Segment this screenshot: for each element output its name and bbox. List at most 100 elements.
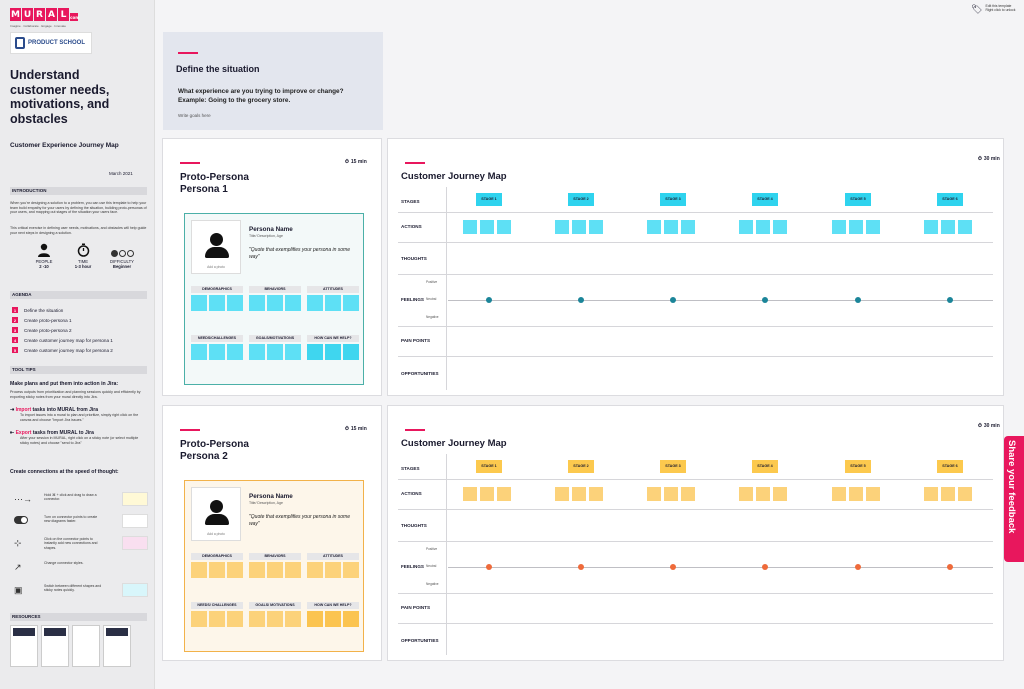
agenda-item[interactable]: 3 Create proto-persona 2 [12,327,72,333]
sticky-note[interactable] [325,295,341,311]
sticky-note[interactable] [227,562,243,578]
share-feedback-tab[interactable]: Share your feedback [1004,436,1024,562]
stage-header[interactable]: STAGE 2 [568,460,594,473]
action-sticky-note[interactable] [958,220,972,234]
sticky-note[interactable] [227,611,243,627]
resource-thumbnail[interactable] [10,625,38,667]
sticky-note[interactable] [285,611,301,627]
action-sticky-note[interactable] [866,220,880,234]
feeling-marker[interactable] [762,297,768,303]
mural-logo[interactable]: M U R A L .com [10,8,79,22]
agenda-item[interactable]: 4 Create customer journey map for persona… [12,337,113,343]
sticky-note[interactable] [249,295,265,311]
action-sticky-note[interactable] [555,487,569,501]
action-sticky-note[interactable] [572,220,586,234]
action-sticky-note[interactable] [681,487,695,501]
action-sticky-note[interactable] [941,220,955,234]
sticky-note[interactable] [325,562,341,578]
persona-card[interactable]: Add a photo Persona Name Title/ Descriptio… [184,213,364,385]
persona-name[interactable]: Persona Name [249,493,293,500]
sticky-note[interactable] [267,295,283,311]
action-sticky-note[interactable] [589,487,603,501]
action-sticky-note[interactable] [739,220,753,234]
sticky-note[interactable] [249,344,265,360]
sticky-note[interactable] [191,562,207,578]
action-sticky-note[interactable] [572,487,586,501]
action-sticky-note[interactable] [756,220,770,234]
action-sticky-note[interactable] [497,220,511,234]
action-sticky-note[interactable] [941,487,955,501]
stage-header[interactable]: STAGE 1 [476,460,502,473]
action-sticky-note[interactable] [924,487,938,501]
proto-persona-panel[interactable]: ⏱ 15 min Proto-Persona Persona 2 Add a photo… [162,405,382,661]
sticky-note[interactable] [285,562,301,578]
action-sticky-note[interactable] [958,487,972,501]
feeling-marker[interactable] [578,564,584,570]
sticky-note[interactable] [191,295,207,311]
resource-thumbnail[interactable] [41,625,69,667]
stage-header[interactable]: STAGE 3 [660,193,686,206]
sticky-note[interactable] [267,611,283,627]
sticky-note[interactable] [307,611,323,627]
agenda-item[interactable]: 5 Create customer journey map for persona… [12,347,113,353]
resource-thumbnail[interactable] [72,625,100,667]
action-sticky-note[interactable] [739,487,753,501]
persona-name[interactable]: Persona Name [249,226,293,233]
sticky-note[interactable] [209,344,225,360]
stage-header[interactable]: STAGE 5 [845,193,871,206]
action-sticky-note[interactable] [849,220,863,234]
action-sticky-note[interactable] [463,487,477,501]
sticky-note[interactable] [209,611,225,627]
feeling-marker[interactable] [578,297,584,303]
stage-header[interactable]: STAGE 6 [937,460,963,473]
proto-persona-panel[interactable]: ⏱ 15 min Proto-Persona Persona 1 Add a photo… [162,138,382,396]
stage-header[interactable]: STAGE 4 [752,193,778,206]
stage-header[interactable]: STAGE 1 [476,193,502,206]
sticky-note[interactable] [209,295,225,311]
feeling-marker[interactable] [486,564,492,570]
sticky-note[interactable] [325,344,341,360]
action-sticky-note[interactable] [924,220,938,234]
agenda-item[interactable]: 2 Create proto-persona 1 [12,317,72,323]
feeling-marker[interactable] [947,297,953,303]
action-sticky-note[interactable] [647,487,661,501]
stage-header[interactable]: STAGE 2 [568,193,594,206]
sticky-note[interactable] [343,344,359,360]
sticky-note[interactable] [267,344,283,360]
persona-photo-placeholder[interactable]: Add a photo [191,487,241,541]
action-sticky-note[interactable] [647,220,661,234]
feeling-marker[interactable] [670,564,676,570]
sticky-note[interactable] [343,611,359,627]
sticky-note[interactable] [307,562,323,578]
edit-template-hint[interactable]: 🏷 Edit this template Right click to unlo… [971,4,1015,15]
customer-journey-map-panel[interactable]: ⏱ 30 min Customer Journey Map STAGES ACTIONS… [387,405,1004,661]
action-sticky-note[interactable] [497,487,511,501]
action-sticky-note[interactable] [664,220,678,234]
persona-quote[interactable]: "Quote that exemplifies your persona in … [249,247,350,260]
stage-header[interactable]: STAGE 3 [660,460,686,473]
feeling-marker[interactable] [486,297,492,303]
feeling-marker[interactable] [947,564,953,570]
feeling-marker[interactable] [670,297,676,303]
sticky-note[interactable] [285,295,301,311]
resource-thumbnail[interactable] [103,625,131,667]
sticky-note[interactable] [307,344,323,360]
agenda-item[interactable]: 1 Define the situation [12,307,63,313]
sticky-note[interactable] [267,562,283,578]
action-sticky-note[interactable] [480,487,494,501]
stage-header[interactable]: STAGE 5 [845,460,871,473]
sticky-note[interactable] [343,562,359,578]
define-situation-panel[interactable]: Define the situation What experience are… [163,32,383,130]
persona-role[interactable]: Title/ Description, Age [249,234,283,238]
action-sticky-note[interactable] [555,220,569,234]
action-sticky-note[interactable] [664,487,678,501]
sticky-note[interactable] [249,562,265,578]
stage-header[interactable]: STAGE 6 [937,193,963,206]
sticky-note[interactable] [307,295,323,311]
feeling-marker[interactable] [855,297,861,303]
sticky-note[interactable] [343,295,359,311]
sticky-note[interactable] [191,344,207,360]
action-sticky-note[interactable] [832,487,846,501]
persona-quote[interactable]: "Quote that exemplifies your persona in … [249,514,350,527]
feeling-marker[interactable] [855,564,861,570]
